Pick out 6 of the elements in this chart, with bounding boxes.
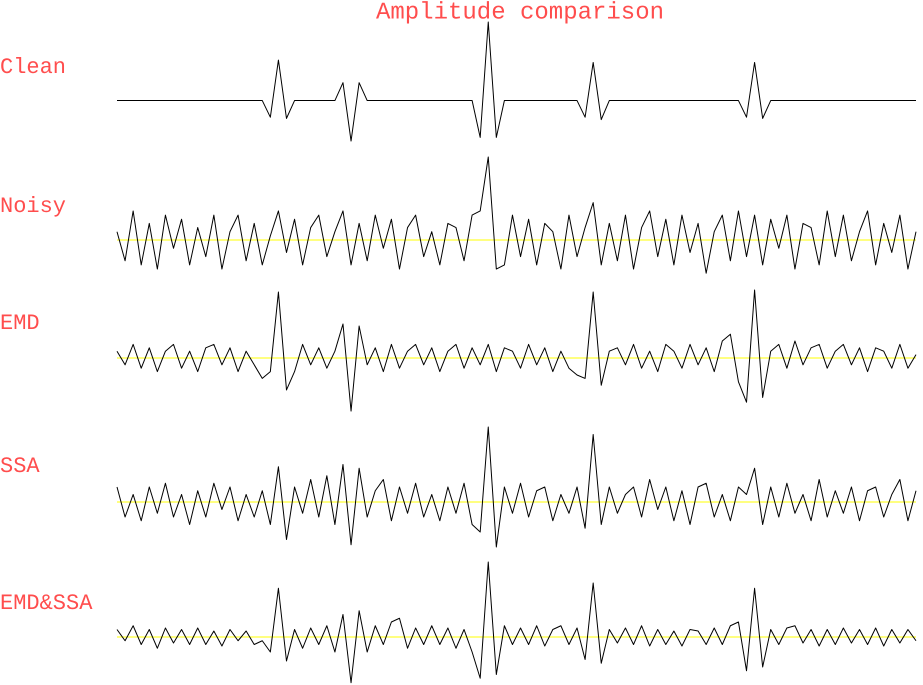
chart-title: Amplitude comparison	[376, 0, 664, 26]
text: EMD	[0, 310, 40, 336]
text: SSA	[0, 454, 40, 479]
text: Noisy	[0, 194, 66, 219]
text: Clean	[0, 54, 66, 80]
series-label: EMD&SSA	[0, 590, 94, 616]
